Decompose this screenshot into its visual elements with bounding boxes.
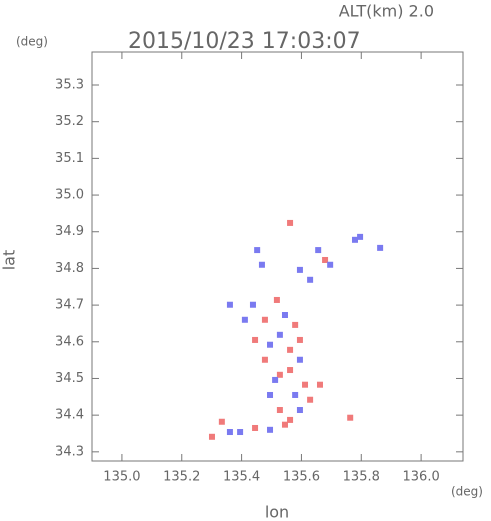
echo-point: [327, 261, 334, 268]
echo-point: [276, 371, 283, 378]
echo-point: [258, 261, 265, 268]
x-tick-label: 135.2: [163, 470, 200, 485]
y-axis-label: lat: [0, 250, 19, 271]
echo-point: [322, 256, 329, 263]
x-unit: (deg): [451, 485, 483, 499]
x-tick-label: 136.0: [403, 470, 440, 485]
echo-point: [287, 346, 294, 353]
echo-point: [296, 336, 303, 343]
echo-point: [252, 336, 259, 343]
echo-point: [287, 416, 294, 423]
altitude-label: ALT(km) 2.0: [339, 2, 434, 21]
echo-point: [287, 367, 294, 374]
y-tick-label: 35.1: [55, 151, 84, 166]
echo-point: [287, 219, 294, 226]
echo-point: [292, 391, 299, 398]
echo-point: [254, 247, 261, 254]
y-tick-label: 34.9: [55, 224, 84, 239]
x-tick-label: 135.4: [223, 470, 260, 485]
echo-point: [276, 331, 283, 338]
echo-point: [307, 276, 314, 283]
echo-point: [267, 341, 274, 348]
echo-point: [272, 376, 279, 383]
echo-point: [281, 421, 288, 428]
y-tick-label: 34.3: [55, 444, 84, 459]
echo-point: [208, 433, 215, 440]
echo-point: [218, 418, 225, 425]
plot-frame: [91, 51, 464, 462]
x-axis-label: lon: [265, 503, 289, 521]
echo-point: [273, 296, 280, 303]
y-tick-label: 35.3: [55, 78, 84, 93]
echo-point: [281, 312, 288, 319]
y-tick-label: 35.2: [55, 114, 84, 129]
echo-point: [351, 236, 358, 243]
echo-point: [249, 301, 256, 308]
x-tick-label: 135.6: [283, 470, 320, 485]
echo-point: [296, 266, 303, 273]
y-tick-label: 34.8: [55, 261, 84, 276]
echo-point: [252, 424, 259, 431]
y-tick-label: 34.6: [55, 334, 84, 349]
echo-point: [267, 391, 274, 398]
echo-point: [237, 429, 244, 436]
echo-point: [296, 356, 303, 363]
y-tick-label: 34.5: [55, 371, 84, 386]
echo-point: [296, 407, 303, 414]
x-tick-label: 135.0: [103, 470, 140, 485]
echo-point: [261, 316, 268, 323]
echo-point: [357, 233, 364, 240]
echo-point: [377, 244, 384, 251]
echo-point: [292, 321, 299, 328]
y-tick-label: 34.7: [55, 298, 84, 313]
echo-point: [307, 396, 314, 403]
y-tick-label: 35.0: [55, 188, 84, 203]
echo-point: [261, 356, 268, 363]
echo-point: [226, 301, 233, 308]
echo-point: [315, 247, 322, 254]
echo-point: [276, 407, 283, 414]
x-tick-label: 135.8: [343, 470, 380, 485]
y-unit: (deg): [16, 35, 48, 49]
y-tick-label: 34.4: [55, 408, 84, 423]
echo-point: [267, 426, 274, 433]
chart-title: 2015/10/23 17:03:07: [128, 29, 361, 54]
echo-point: [226, 429, 233, 436]
echo-point: [347, 414, 354, 421]
echo-point: [302, 381, 309, 388]
echo-point: [316, 381, 323, 388]
echo-point: [241, 316, 248, 323]
